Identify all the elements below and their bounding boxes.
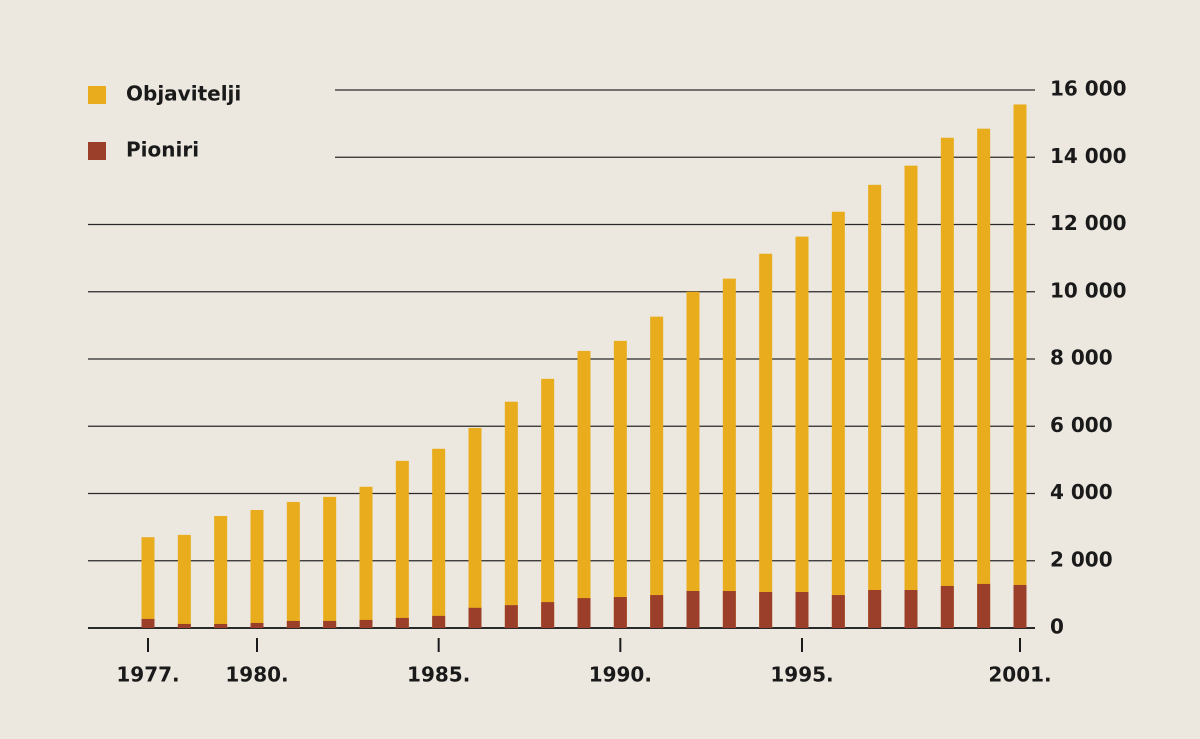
bar: [432, 448, 446, 628]
bar: [286, 620, 300, 628]
bar: [686, 291, 700, 628]
bar: [977, 583, 991, 628]
bar: [286, 501, 300, 628]
bar: [831, 595, 845, 628]
y-tick-label: 0: [1050, 615, 1064, 639]
bar: [1013, 584, 1027, 628]
legend-swatch: [88, 142, 106, 160]
bar: [904, 165, 918, 628]
y-tick-label: 6 000: [1050, 413, 1113, 437]
legend-swatch: [88, 86, 106, 104]
bar: [831, 211, 845, 628]
bar: [504, 401, 518, 628]
bar: [577, 350, 591, 628]
bar: [541, 378, 555, 628]
y-tick-label: 4 000: [1050, 480, 1113, 504]
legend-label: Pioniri: [126, 138, 199, 162]
bar: [904, 590, 918, 628]
bar: [359, 486, 373, 628]
bar: [541, 602, 555, 628]
x-tick-label: 1980.: [225, 663, 288, 687]
bar: [468, 607, 482, 628]
bar: [214, 623, 228, 628]
x-tick-label: 2001.: [988, 663, 1051, 687]
bar: [686, 591, 700, 628]
x-tick-label: 1985.: [407, 663, 470, 687]
bar: [323, 496, 337, 628]
bar: [613, 597, 627, 628]
bar: [141, 537, 155, 628]
bar: [650, 595, 664, 628]
bar: [395, 617, 409, 628]
bar: [1013, 104, 1027, 629]
bar: [177, 534, 191, 628]
bar: [214, 516, 228, 628]
bar: [940, 137, 954, 628]
x-tick-label: 1995.: [770, 663, 833, 687]
legend-label: Objavitelji: [126, 82, 241, 106]
bar: [795, 592, 809, 628]
y-tick-label: 14 000: [1050, 144, 1127, 168]
bar: [722, 591, 736, 628]
bar: [759, 253, 773, 628]
bar: [468, 427, 482, 628]
y-tick-label: 16 000: [1050, 77, 1127, 101]
x-tick-label: 1990.: [589, 663, 652, 687]
y-tick-label: 2 000: [1050, 547, 1113, 571]
bar: [577, 598, 591, 628]
bar: [650, 316, 664, 628]
bar: [795, 236, 809, 629]
bar: [177, 623, 191, 628]
bar: [359, 619, 373, 628]
bar: [868, 184, 882, 628]
bar: [250, 509, 264, 628]
y-tick-label: 8 000: [1050, 346, 1113, 370]
bar: [250, 622, 264, 628]
bar: [977, 128, 991, 628]
bar: [613, 340, 627, 628]
bar: [432, 615, 446, 628]
bar: [395, 460, 409, 628]
bar: [759, 592, 773, 628]
bar: [141, 618, 155, 628]
bar: [323, 620, 337, 628]
bar: [504, 605, 518, 628]
bar: [940, 585, 954, 628]
y-tick-label: 10 000: [1050, 278, 1127, 302]
bar: [868, 590, 882, 628]
x-tick-label: 1977.: [116, 663, 179, 687]
y-tick-label: 12 000: [1050, 211, 1127, 235]
bar: [722, 278, 736, 628]
